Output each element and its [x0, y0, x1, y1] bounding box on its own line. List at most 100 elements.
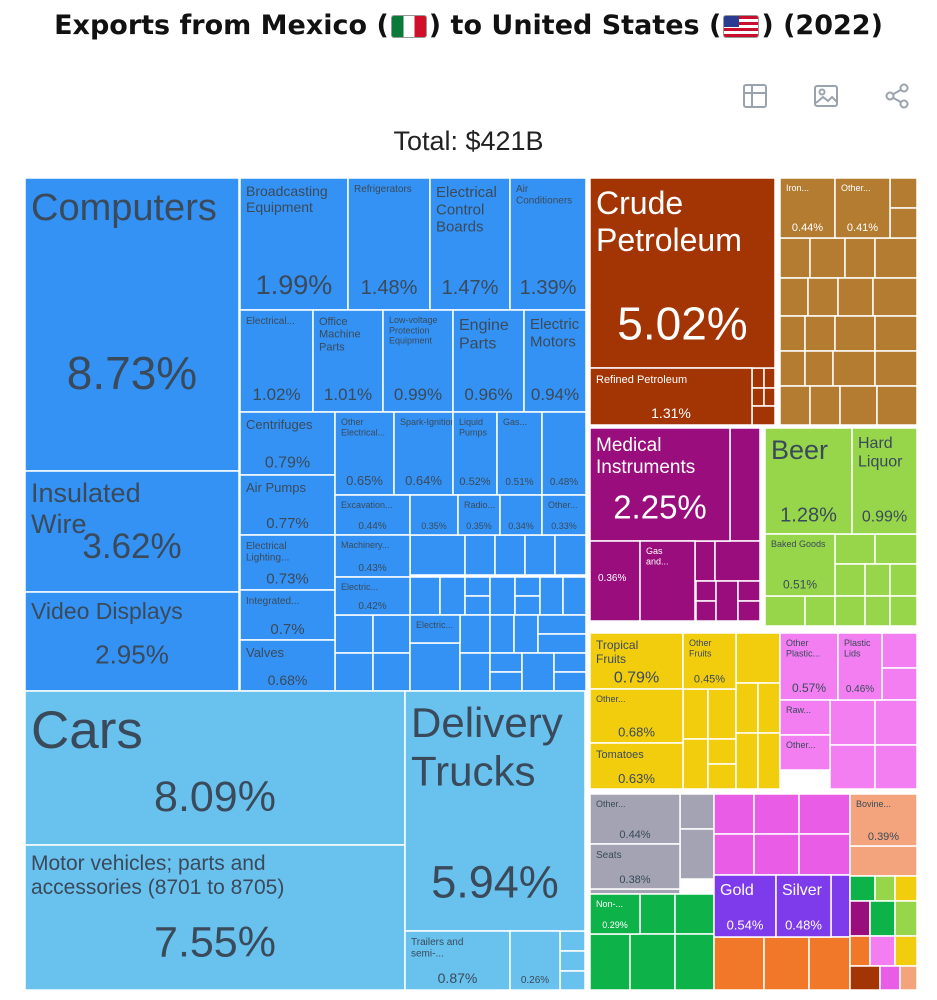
treemap-tile[interactable]: [837, 632, 883, 701]
treemap-filler-tile[interactable]: [464, 595, 491, 616]
treemap-tile[interactable]: [779, 734, 831, 771]
treemap-filler-tile[interactable]: [834, 563, 866, 597]
treemap-filler-tile[interactable]: [899, 965, 918, 991]
treemap-filler-tile[interactable]: [334, 614, 374, 654]
treemap-tile[interactable]: [334, 411, 395, 496]
treemap-tile[interactable]: [409, 614, 461, 644]
treemap-tile[interactable]: [24, 844, 406, 991]
treemap-filler-tile[interactable]: [889, 207, 918, 239]
treemap-tile[interactable]: [334, 534, 411, 578]
treemap-tile[interactable]: [834, 177, 891, 239]
treemap-filler-tile[interactable]: [874, 533, 918, 565]
treemap-filler-tile[interactable]: [874, 744, 918, 790]
treemap-tile[interactable]: [239, 411, 336, 476]
treemap-tile[interactable]: [239, 309, 314, 413]
treemap-filler-tile[interactable]: [713, 793, 755, 835]
treemap-filler-tile[interactable]: [764, 595, 806, 627]
treemap-filler-tile[interactable]: [737, 600, 761, 622]
treemap-filler-tile[interactable]: [894, 935, 918, 967]
treemap-filler-tile[interactable]: [889, 563, 918, 597]
treemap-tile[interactable]: [764, 533, 836, 597]
treemap-tile[interactable]: [239, 534, 336, 591]
treemap-filler-tile[interactable]: [695, 600, 717, 622]
treemap-filler-tile[interactable]: [735, 732, 759, 790]
treemap-filler-tile[interactable]: [489, 614, 515, 654]
treemap-tile[interactable]: [24, 470, 240, 593]
treemap-filler-tile[interactable]: [513, 614, 539, 654]
treemap-filler-tile[interactable]: [751, 367, 765, 389]
treemap-filler-tile[interactable]: [809, 385, 841, 426]
treemap-filler-tile[interactable]: [869, 900, 896, 937]
treemap-filler-tile[interactable]: [562, 576, 587, 616]
treemap-tile[interactable]: [404, 690, 586, 932]
treemap-filler-tile[interactable]: [757, 682, 781, 734]
treemap-tile[interactable]: [239, 474, 336, 536]
treemap-filler-tile[interactable]: [714, 540, 761, 582]
treemap-tile[interactable]: [509, 930, 561, 991]
treemap-filler-tile[interactable]: [559, 950, 586, 972]
treemap-filler-tile[interactable]: [804, 350, 834, 387]
treemap-filler-tile[interactable]: [849, 900, 871, 937]
treemap-tile[interactable]: [541, 494, 587, 536]
treemap-filler-tile[interactable]: [879, 965, 901, 991]
treemap-filler-tile[interactable]: [849, 875, 876, 902]
treemap-tile[interactable]: [589, 367, 753, 426]
treemap-filler-tile[interactable]: [553, 652, 587, 673]
treemap-filler-tile[interactable]: [889, 177, 918, 209]
treemap-tile[interactable]: [589, 742, 684, 790]
treemap-tile[interactable]: [589, 793, 681, 845]
treemap-filler-tile[interactable]: [751, 405, 776, 426]
treemap-filler-tile[interactable]: [372, 614, 411, 654]
treemap-tile[interactable]: [589, 843, 681, 890]
treemap-filler-tile[interactable]: [713, 936, 765, 991]
treemap-tile[interactable]: [775, 874, 832, 938]
treemap-filler-tile[interactable]: [874, 237, 918, 279]
treemap-tile[interactable]: [393, 411, 454, 496]
treemap-filler-tile[interactable]: [489, 576, 516, 616]
treemap-filler-tile[interactable]: [372, 652, 411, 692]
treemap-filler-tile[interactable]: [809, 237, 846, 279]
treemap-filler-tile[interactable]: [639, 893, 676, 935]
treemap-tile[interactable]: [404, 930, 511, 991]
treemap-filler-tile[interactable]: [679, 793, 715, 830]
treemap-filler-tile[interactable]: [829, 699, 876, 746]
treemap-filler-tile[interactable]: [834, 315, 876, 352]
treemap-filler-tile[interactable]: [695, 580, 717, 602]
treemap-tile[interactable]: [452, 411, 498, 496]
treemap-filler-tile[interactable]: [881, 632, 918, 669]
treemap-tile[interactable]: [239, 639, 336, 692]
treemap-filler-tile[interactable]: [494, 534, 526, 576]
treemap-filler-tile[interactable]: [409, 576, 441, 616]
treemap-filler-tile[interactable]: [707, 688, 737, 740]
treemap-filler-tile[interactable]: [872, 277, 918, 317]
treemap-filler-tile[interactable]: [849, 935, 871, 967]
treemap-filler-tile[interactable]: [763, 387, 776, 407]
share-icon[interactable]: [883, 82, 911, 110]
treemap-filler-tile[interactable]: [808, 936, 851, 991]
treemap-filler-tile[interactable]: [489, 652, 523, 673]
treemap-filler-tile[interactable]: [674, 893, 715, 935]
treemap-filler-tile[interactable]: [409, 534, 466, 576]
treemap-filler-tile[interactable]: [514, 595, 541, 616]
treemap-filler-tile[interactable]: [779, 385, 811, 426]
treemap-filler-tile[interactable]: [763, 367, 776, 389]
treemap-filler-tile[interactable]: [489, 671, 523, 692]
treemap-filler-tile[interactable]: [874, 350, 918, 387]
treemap-filler-tile[interactable]: [521, 652, 555, 692]
treemap-tile[interactable]: [589, 688, 684, 744]
treemap-filler-tile[interactable]: [713, 833, 755, 876]
treemap-filler-tile[interactable]: [869, 935, 896, 967]
treemap-tile[interactable]: [779, 699, 831, 736]
treemap-filler-tile[interactable]: [751, 387, 765, 407]
treemap-tile[interactable]: [382, 309, 454, 413]
treemap-tile[interactable]: [239, 589, 336, 641]
treemap-filler-tile[interactable]: [439, 576, 466, 616]
treemap-tile[interactable]: [589, 177, 776, 369]
treemap-filler-tile[interactable]: [889, 595, 918, 627]
treemap-tile[interactable]: [334, 576, 411, 616]
treemap-tile[interactable]: [24, 690, 406, 846]
treemap-filler-tile[interactable]: [514, 576, 541, 597]
treemap-tile[interactable]: [457, 494, 501, 536]
treemap-tile[interactable]: [541, 411, 587, 496]
treemap-filler-tile[interactable]: [864, 563, 891, 597]
